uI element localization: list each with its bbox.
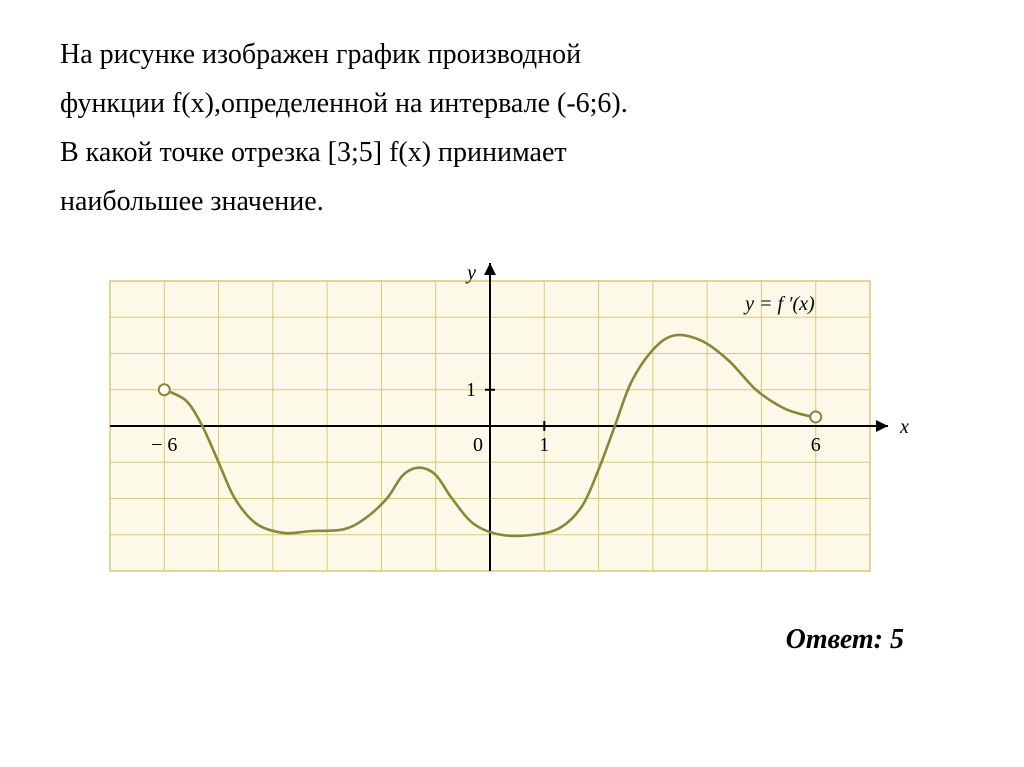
answer: Ответ: 5 <box>60 624 964 656</box>
answer-label: Ответ: <box>786 624 883 655</box>
svg-text:0: 0 <box>473 434 483 456</box>
problem-line-3: В какой точке отрезка [3;5] f(x) принима… <box>60 128 964 177</box>
chart-svg: − 6 0 1 6 1 x y y = f ′(x) <box>60 251 920 611</box>
svg-text:y = f ′(x): y = f ′(x) <box>743 293 815 315</box>
svg-text:− 6: − 6 <box>151 434 177 456</box>
derivative-chart: − 6 0 1 6 1 x y y = f ′(x) <box>60 251 920 611</box>
svg-text:6: 6 <box>811 434 821 456</box>
problem-line-4: наибольшее значение. <box>60 177 964 226</box>
svg-text:x: x <box>899 416 909 438</box>
svg-text:1: 1 <box>539 434 549 456</box>
problem-line-1: На рисунке изображен график производной <box>60 30 964 79</box>
svg-text:y: y <box>465 262 476 284</box>
svg-text:1: 1 <box>466 379 476 401</box>
answer-value: 5 <box>890 624 904 655</box>
problem-line-2: функции f(x),определенной на интервале (… <box>60 79 964 128</box>
problem-statement: На рисунке изображен график производной … <box>60 30 964 226</box>
